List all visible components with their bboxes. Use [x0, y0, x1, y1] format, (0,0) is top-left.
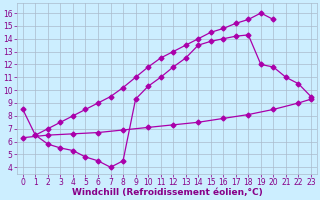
X-axis label: Windchill (Refroidissement éolien,°C): Windchill (Refroidissement éolien,°C) [72, 188, 262, 197]
